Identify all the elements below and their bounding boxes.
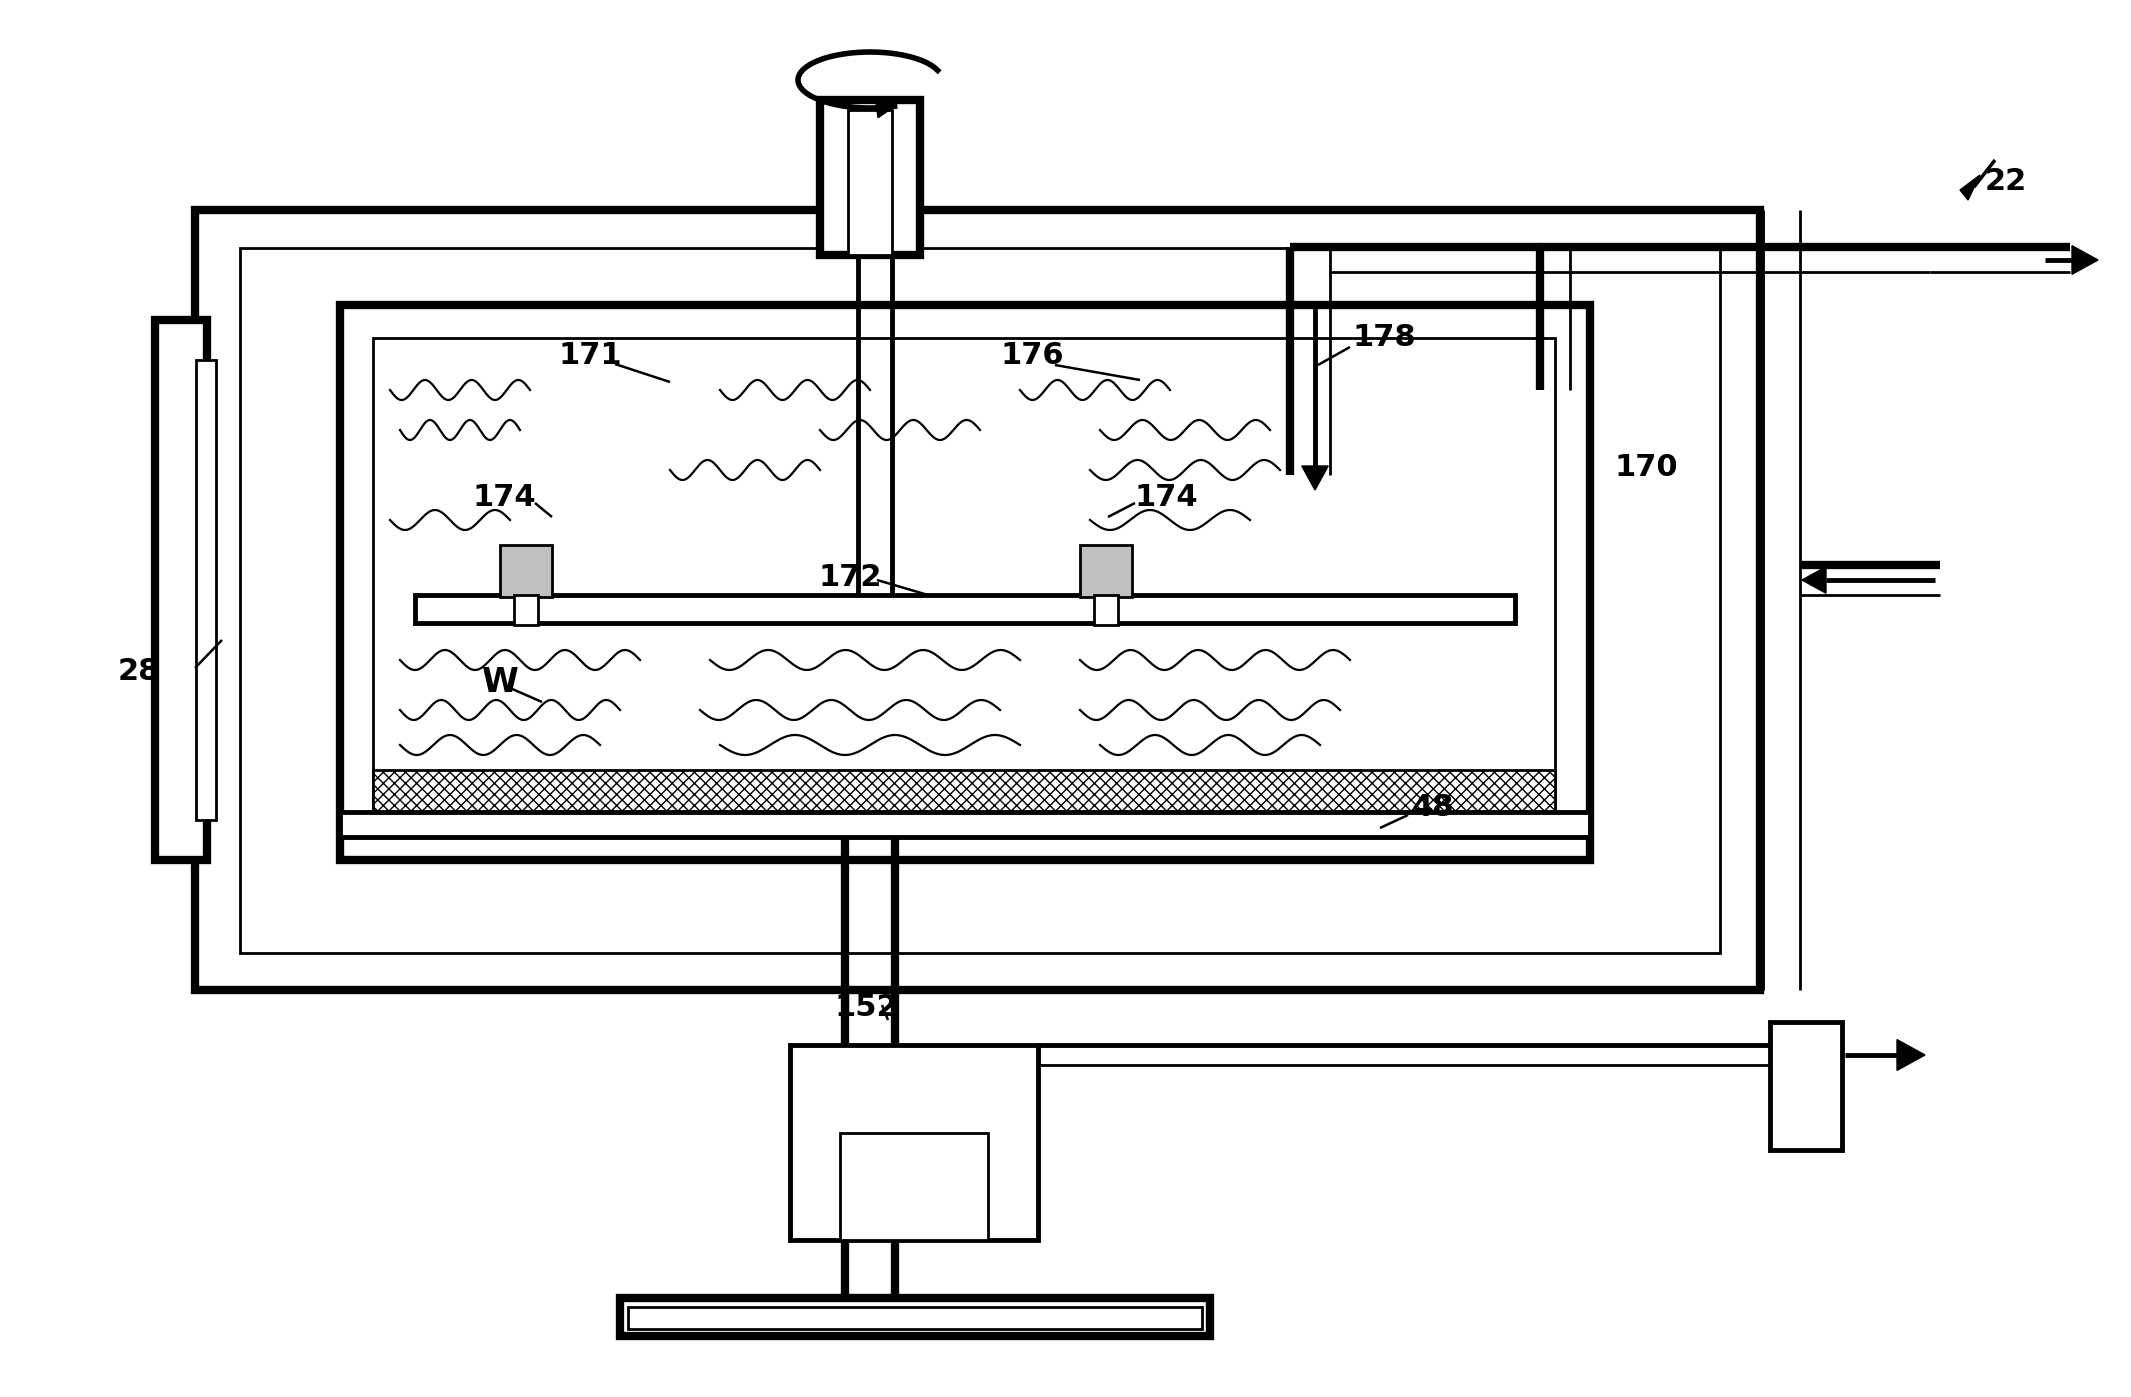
Bar xyxy=(341,812,1590,837)
Bar xyxy=(241,249,1720,953)
Polygon shape xyxy=(1897,1039,1924,1070)
Bar xyxy=(848,110,893,256)
Bar xyxy=(501,545,552,597)
Text: 178: 178 xyxy=(1351,324,1415,352)
Bar xyxy=(1080,545,1132,597)
Bar xyxy=(373,338,1556,828)
Text: 174: 174 xyxy=(471,483,535,513)
Text: 176: 176 xyxy=(999,341,1063,369)
Bar xyxy=(840,1133,989,1241)
Bar xyxy=(820,101,921,256)
Bar xyxy=(341,305,1590,861)
Text: 174: 174 xyxy=(1136,483,1198,513)
Polygon shape xyxy=(2071,246,2099,274)
Text: 22: 22 xyxy=(1984,168,2027,197)
Text: W: W xyxy=(482,665,518,698)
Bar xyxy=(791,1045,1038,1241)
Text: 171: 171 xyxy=(558,341,622,369)
Bar xyxy=(1093,595,1119,624)
Bar xyxy=(629,1308,1202,1329)
Bar xyxy=(416,595,1515,623)
Text: 172: 172 xyxy=(818,563,882,591)
Bar xyxy=(514,595,537,624)
Polygon shape xyxy=(1803,567,1826,594)
Bar xyxy=(1771,1023,1841,1150)
Text: 48: 48 xyxy=(1413,793,1455,823)
Bar xyxy=(156,320,207,861)
Polygon shape xyxy=(1302,467,1328,490)
Text: 28: 28 xyxy=(117,658,160,686)
Polygon shape xyxy=(1961,175,1980,200)
Bar xyxy=(196,210,1760,990)
Text: 152: 152 xyxy=(835,993,899,1023)
Bar xyxy=(620,1298,1210,1336)
Text: 170: 170 xyxy=(1615,454,1679,482)
Bar xyxy=(196,360,215,820)
Polygon shape xyxy=(876,101,895,117)
Bar xyxy=(373,770,1556,812)
